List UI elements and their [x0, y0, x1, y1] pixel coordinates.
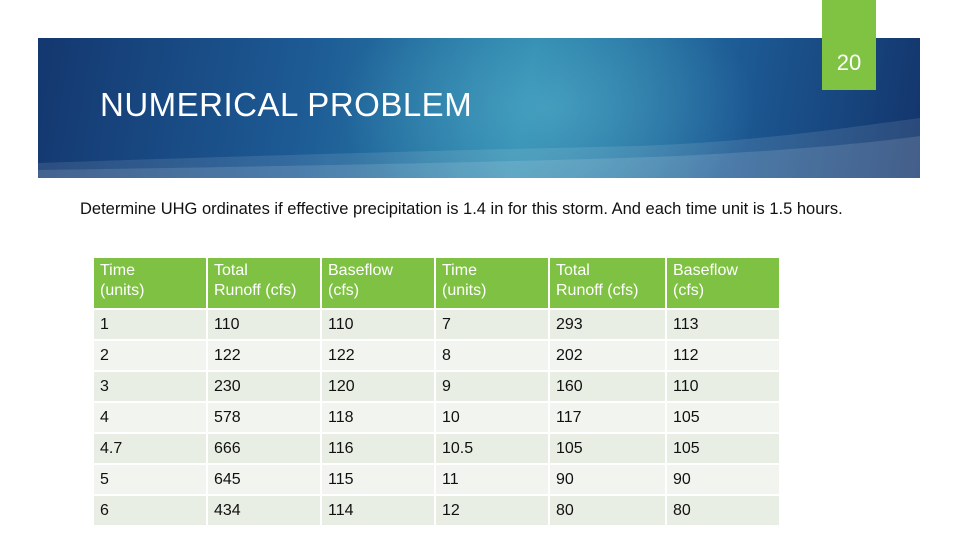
problem-statement: Determine UHG ordinates if effective pre…	[80, 200, 843, 218]
table-cell: 122	[208, 341, 320, 370]
table-cell: 1	[94, 310, 206, 339]
table-cell: 2	[94, 341, 206, 370]
table-cell: 80	[667, 496, 779, 525]
table-cell: 90	[667, 465, 779, 494]
header-line: (cfs)	[673, 282, 705, 299]
table-cell: 10.5	[436, 434, 548, 463]
table-cell: 110	[667, 372, 779, 401]
header-line: Baseflow	[328, 262, 393, 279]
header-cell: Baseflow (cfs)	[322, 258, 434, 308]
table-cell: 7	[436, 310, 548, 339]
table-cell: 115	[322, 465, 434, 494]
table-cell: 105	[667, 403, 779, 432]
table-cell: 434	[208, 496, 320, 525]
table-cell: 11	[436, 465, 548, 494]
table-cell: 6	[94, 496, 206, 525]
table-cell: 645	[208, 465, 320, 494]
header-cell: Time (units)	[94, 258, 206, 308]
table-row: 4 578 118 10 117 105	[94, 403, 779, 432]
table-cell: 202	[550, 341, 665, 370]
header-line: (cfs)	[328, 282, 360, 299]
table-cell: 8	[436, 341, 548, 370]
hydrograph-table: Time (units) Total Runoff (cfs) Baseflow (c…	[92, 256, 781, 527]
header-cell: Time (units)	[436, 258, 548, 308]
header-line: Baseflow	[673, 262, 738, 279]
table-cell: 12	[436, 496, 548, 525]
header-line: Time	[442, 262, 477, 279]
table-cell: 5	[94, 465, 206, 494]
header-cell: Total Runoff (cfs)	[550, 258, 665, 308]
table-cell: 118	[322, 403, 434, 432]
table-row: 3 230 120 9 160 110	[94, 372, 779, 401]
table-cell: 80	[550, 496, 665, 525]
table-row: 5 645 115 11 90 90	[94, 465, 779, 494]
header-cell: Baseflow (cfs)	[667, 258, 779, 308]
table-cell: 117	[550, 403, 665, 432]
table-cell: 105	[550, 434, 665, 463]
table-row: 1 110 110 7 293 113	[94, 310, 779, 339]
table-cell: 9	[436, 372, 548, 401]
header-line: Total	[214, 262, 248, 279]
table-cell: 293	[550, 310, 665, 339]
slide-title: NUMERICAL PROBLEM	[100, 86, 473, 123]
table-cell: 116	[322, 434, 434, 463]
page-number-tab	[822, 0, 876, 90]
table-cell: 90	[550, 465, 665, 494]
table-cell: 4	[94, 403, 206, 432]
table-cell: 4.7	[94, 434, 206, 463]
table-cell: 110	[322, 310, 434, 339]
header-line: Total	[556, 262, 590, 279]
table-cell: 10	[436, 403, 548, 432]
table-cell: 114	[322, 496, 434, 525]
banner-wave-decoration	[38, 118, 920, 178]
header-line: (units)	[442, 282, 487, 299]
header-line: Runoff (cfs)	[556, 282, 639, 299]
table-cell: 122	[322, 341, 434, 370]
page-number: 20	[836, 50, 862, 75]
table-cell: 3	[94, 372, 206, 401]
banner-glow	[338, 38, 758, 178]
table-cell: 112	[667, 341, 779, 370]
header-line: (units)	[100, 282, 145, 299]
table-cell: 160	[550, 372, 665, 401]
header-line: Runoff (cfs)	[214, 282, 297, 299]
table-cell: 120	[322, 372, 434, 401]
title-banner	[38, 38, 920, 178]
table-cell: 110	[208, 310, 320, 339]
table-row: 2 122 122 8 202 112	[94, 341, 779, 370]
header-line: Time	[100, 262, 135, 279]
table-header-row: Time (units) Total Runoff (cfs) Baseflow (c…	[94, 258, 779, 308]
table-cell: 230	[208, 372, 320, 401]
table-row: 6 434 114 12 80 80	[94, 496, 779, 525]
table-cell: 666	[208, 434, 320, 463]
table-cell: 113	[667, 310, 779, 339]
header-cell: Total Runoff (cfs)	[208, 258, 320, 308]
table-row: 4.7 666 116 10.5 105 105	[94, 434, 779, 463]
table-cell: 105	[667, 434, 779, 463]
table-cell: 578	[208, 403, 320, 432]
